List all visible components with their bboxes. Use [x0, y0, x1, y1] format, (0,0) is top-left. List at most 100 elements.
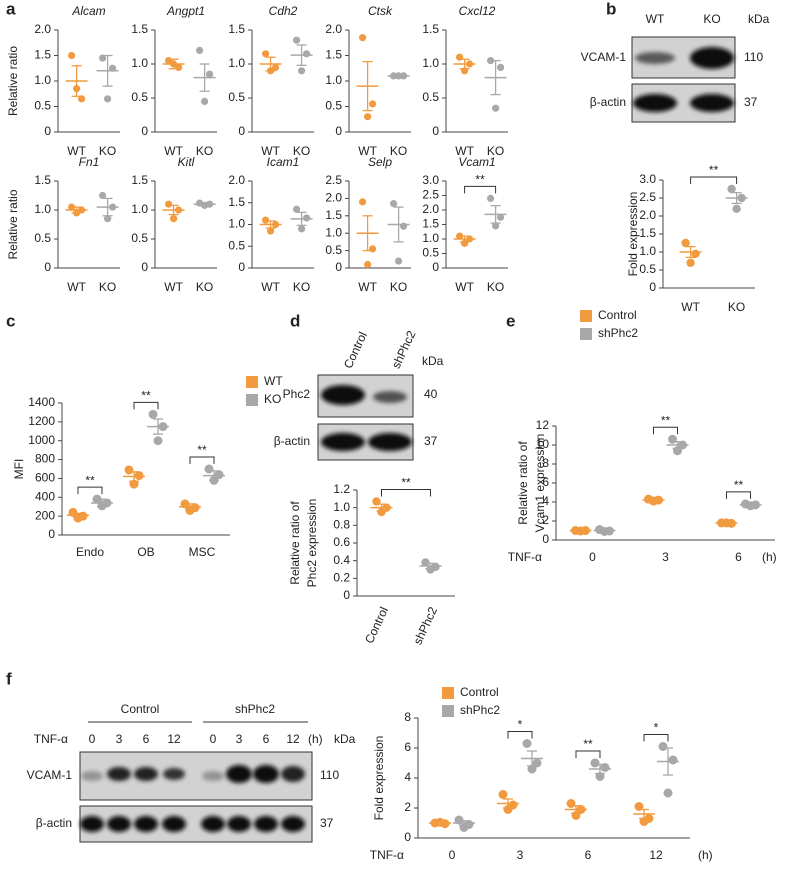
lane-label: 12	[286, 732, 300, 746]
data-point	[395, 257, 403, 265]
blot-band	[227, 816, 251, 832]
data-point	[359, 34, 367, 42]
data-point	[595, 772, 605, 781]
data-point	[668, 434, 677, 444]
legend-label: shPhc2	[460, 703, 500, 717]
y-tick-label: 1.5	[422, 217, 439, 231]
x-tick-label: KO	[390, 280, 407, 294]
data-point	[78, 95, 86, 103]
legend-label: KO	[264, 392, 281, 406]
legend-swatch	[246, 394, 258, 406]
legend-swatch	[580, 310, 592, 322]
x-tick-label: KO	[196, 280, 213, 294]
y-tick-label: 2.0	[325, 191, 342, 205]
y-tick-label: 4	[404, 770, 411, 784]
x-tick-label: Control	[362, 605, 391, 646]
y-tick-label: 1.5	[325, 48, 342, 62]
data-point	[104, 215, 112, 223]
y-tick-label: 1.5	[639, 226, 656, 240]
x-tick-label: KO	[196, 144, 213, 158]
significance-label: *	[654, 721, 659, 735]
legend-label: Control	[598, 308, 637, 322]
y-tick-label: 400	[35, 489, 55, 503]
data-point	[206, 70, 214, 78]
y-tick-label: 2.5	[422, 188, 439, 202]
blot-band	[226, 765, 252, 783]
x-tick-label: WT	[261, 144, 280, 158]
legend-swatch	[246, 376, 258, 388]
blot-band	[163, 768, 185, 780]
x-tick-label: WT	[164, 144, 183, 158]
y-tick-label: 1.5	[131, 22, 148, 36]
y-tick-label: 0	[141, 124, 148, 138]
x-tick-label: KO	[487, 144, 504, 158]
data-point	[165, 200, 173, 208]
x-tick-label: WT	[358, 144, 377, 158]
data-point	[364, 260, 372, 269]
y-tick-label: 2.0	[228, 173, 245, 187]
x-tick-label: 3	[517, 848, 524, 862]
chart-title: Ctsk	[368, 4, 393, 18]
data-point	[293, 205, 301, 213]
data-point	[359, 198, 367, 206]
y-tick-label: 1.0	[422, 56, 439, 70]
data-point	[492, 222, 500, 230]
data-point	[148, 409, 158, 419]
panel-label: c	[6, 311, 15, 330]
y-tick-label: 1.5	[34, 173, 51, 187]
y-tick-label: 0	[432, 260, 439, 274]
blot-band	[281, 816, 305, 832]
kda-label: 40	[424, 387, 438, 401]
unit-label: kDa	[748, 12, 770, 26]
data-point	[639, 817, 649, 826]
y-tick-label: 0	[649, 280, 656, 294]
y-tick-label: 0.5	[131, 90, 148, 104]
x-prefix: TNF-α	[370, 848, 404, 862]
y-tick-label: 1.5	[422, 22, 439, 36]
data-point	[400, 222, 408, 230]
significance-bracket	[726, 491, 751, 499]
y-tick-label: 6	[542, 475, 549, 489]
legend-swatch	[580, 328, 592, 340]
data-point	[99, 191, 107, 200]
x-tick-label: 0	[449, 848, 456, 862]
data-point	[298, 67, 306, 75]
unit-label: (h)	[308, 732, 323, 746]
data-point	[124, 465, 134, 475]
lane-label: 3	[116, 732, 123, 746]
y-tick-label: 0.4	[333, 553, 350, 567]
chart-title: Cdh2	[269, 4, 298, 18]
significance-bracket	[381, 488, 431, 497]
lane-label: 3	[236, 732, 243, 746]
y-tick-label: 0	[48, 527, 55, 541]
y-tick-label: 1.5	[228, 22, 245, 36]
kda-label: 110	[320, 768, 339, 782]
row-label: VCAM-1	[581, 50, 627, 64]
data-point	[658, 742, 668, 751]
panel-label: d	[290, 311, 300, 330]
y-tick-label: 1.0	[131, 56, 148, 70]
y-tick-label: 2.0	[325, 22, 342, 36]
blot-band	[81, 771, 103, 781]
lane-label: 6	[263, 732, 270, 746]
y-axis-label: Relative ratio of	[516, 441, 530, 525]
y-tick-label: 0	[542, 532, 549, 546]
significance-label: **	[661, 413, 671, 427]
significance-bracket	[507, 731, 533, 739]
row-label: β-actin	[36, 816, 72, 830]
significance-label: **	[197, 443, 207, 457]
y-tick-label: 0	[44, 124, 51, 138]
y-tick-label: 2.5	[639, 190, 656, 204]
y-axis-label: Relative ratio of	[288, 501, 302, 585]
y-axis-label: MFI	[12, 459, 26, 480]
blot-band	[635, 52, 675, 64]
y-tick-label: 0	[141, 260, 148, 274]
data-point	[262, 50, 270, 58]
data-point	[104, 95, 112, 103]
data-point	[369, 245, 377, 253]
y-tick-label: 0	[432, 124, 439, 138]
row-label: β-actin	[274, 434, 310, 448]
blot-band	[633, 94, 677, 112]
y-tick-label: 0	[238, 124, 245, 138]
blot-band	[368, 433, 412, 451]
